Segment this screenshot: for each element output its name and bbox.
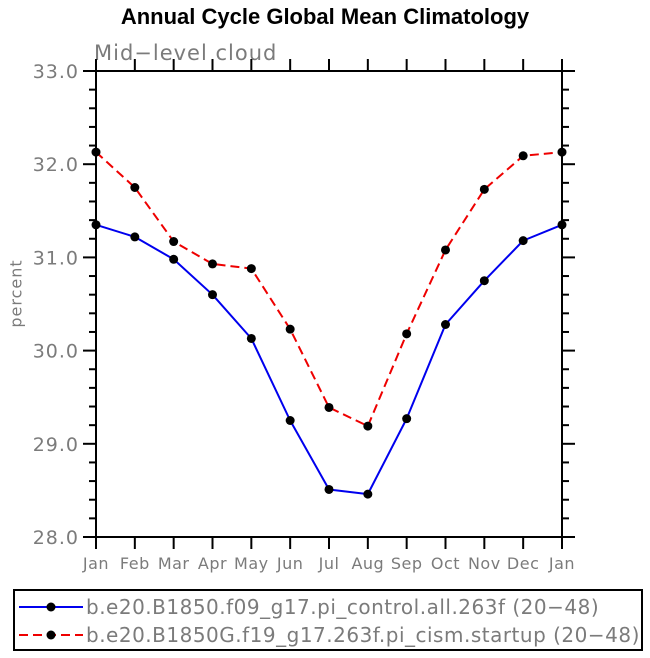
data-point-marker-0 [91,220,101,230]
x-tick-label: Jan [82,554,109,573]
data-point-marker-1 [130,183,140,192]
data-point-marker-1 [169,237,179,247]
data-point-marker-0 [246,333,256,343]
y-tick-label: 29.0 [33,434,79,456]
legend-dot-marker-icon [46,602,56,612]
legend-item-pi-cism: b.e20.B1850G.f19_g17.263f.pi_cism.startu… [15,621,641,649]
legend-dashed-line-marker-icon [19,630,83,640]
x-tick-label: Jun [276,554,304,573]
data-point-marker-0 [518,236,528,246]
data-point-marker-0 [402,414,412,424]
data-point-marker-1 [402,329,412,339]
data-point-marker-0 [324,484,334,494]
data-point-marker-1 [518,151,528,161]
data-point-marker-0 [130,232,140,242]
legend-item-pi-control: b.e20.B1850.f09_g17.pi_control.all.263f … [15,593,641,621]
y-tick-label: 33.0 [33,61,79,83]
x-tick-label: Jul [318,554,340,573]
plot-canvas: 28.0 29.0 30.0 31.0 32.0 33.0 Jan Feb Mar Apr May J… [33,59,575,573]
x-tick-label: Dec [507,554,539,573]
x-tick-label: Mar [158,554,190,573]
legend-label-pi-cism: b.e20.B1850G.f19_g17.263f.pi_cism.startu… [86,623,640,647]
chart-title: Annual Cycle Global Mean Climatology [120,4,530,29]
series-line-1 [95,151,563,428]
x-tick-label: Feb [120,554,150,573]
data-point-marker-1 [208,259,217,269]
data-point-marker-1 [246,264,256,274]
x-tick-label: Aug [351,554,384,573]
data-point-marker-0 [363,489,373,499]
data-point-marker-1 [479,184,489,194]
data-point-marker-0 [169,254,179,264]
y-tick-label: 32.0 [33,154,79,176]
x-tick-label: May [234,554,269,573]
x-tick-label: Sep [391,554,423,573]
y-tick-label: 28.0 [33,527,79,549]
data-point-marker-0 [208,290,217,300]
series-line-0 [95,223,563,496]
chart-subtitle: Mid−level cloud [94,41,278,65]
data-point-marker-0 [285,416,295,425]
x-tick-label: Apr [198,554,227,573]
y-tick-label: 31.0 [33,247,79,269]
data-point-marker-0 [557,220,567,230]
y-tick-label: 30.0 [33,341,79,363]
x-tick-label: Jan [548,554,575,573]
data-point-marker-0 [441,320,450,330]
data-point-marker-1 [285,324,295,334]
legend-dot-marker-icon [46,630,56,640]
x-tick-label: Oct [431,554,460,573]
data-point-marker-0 [479,276,489,286]
data-point-marker-1 [441,245,450,255]
x-tick-label: Nov [468,554,501,573]
data-point-marker-1 [324,402,334,412]
data-point-marker-1 [91,147,101,157]
legend-box: b.e20.B1850.f09_g17.pi_control.all.263f … [13,589,643,651]
legend-label-pi-control: b.e20.B1850.f09_g17.pi_control.all.263f … [86,595,600,619]
legend-solid-line-marker-icon [19,602,83,612]
data-point-marker-1 [363,421,373,431]
data-point-marker-1 [557,147,567,157]
plot-frame [95,70,563,538]
